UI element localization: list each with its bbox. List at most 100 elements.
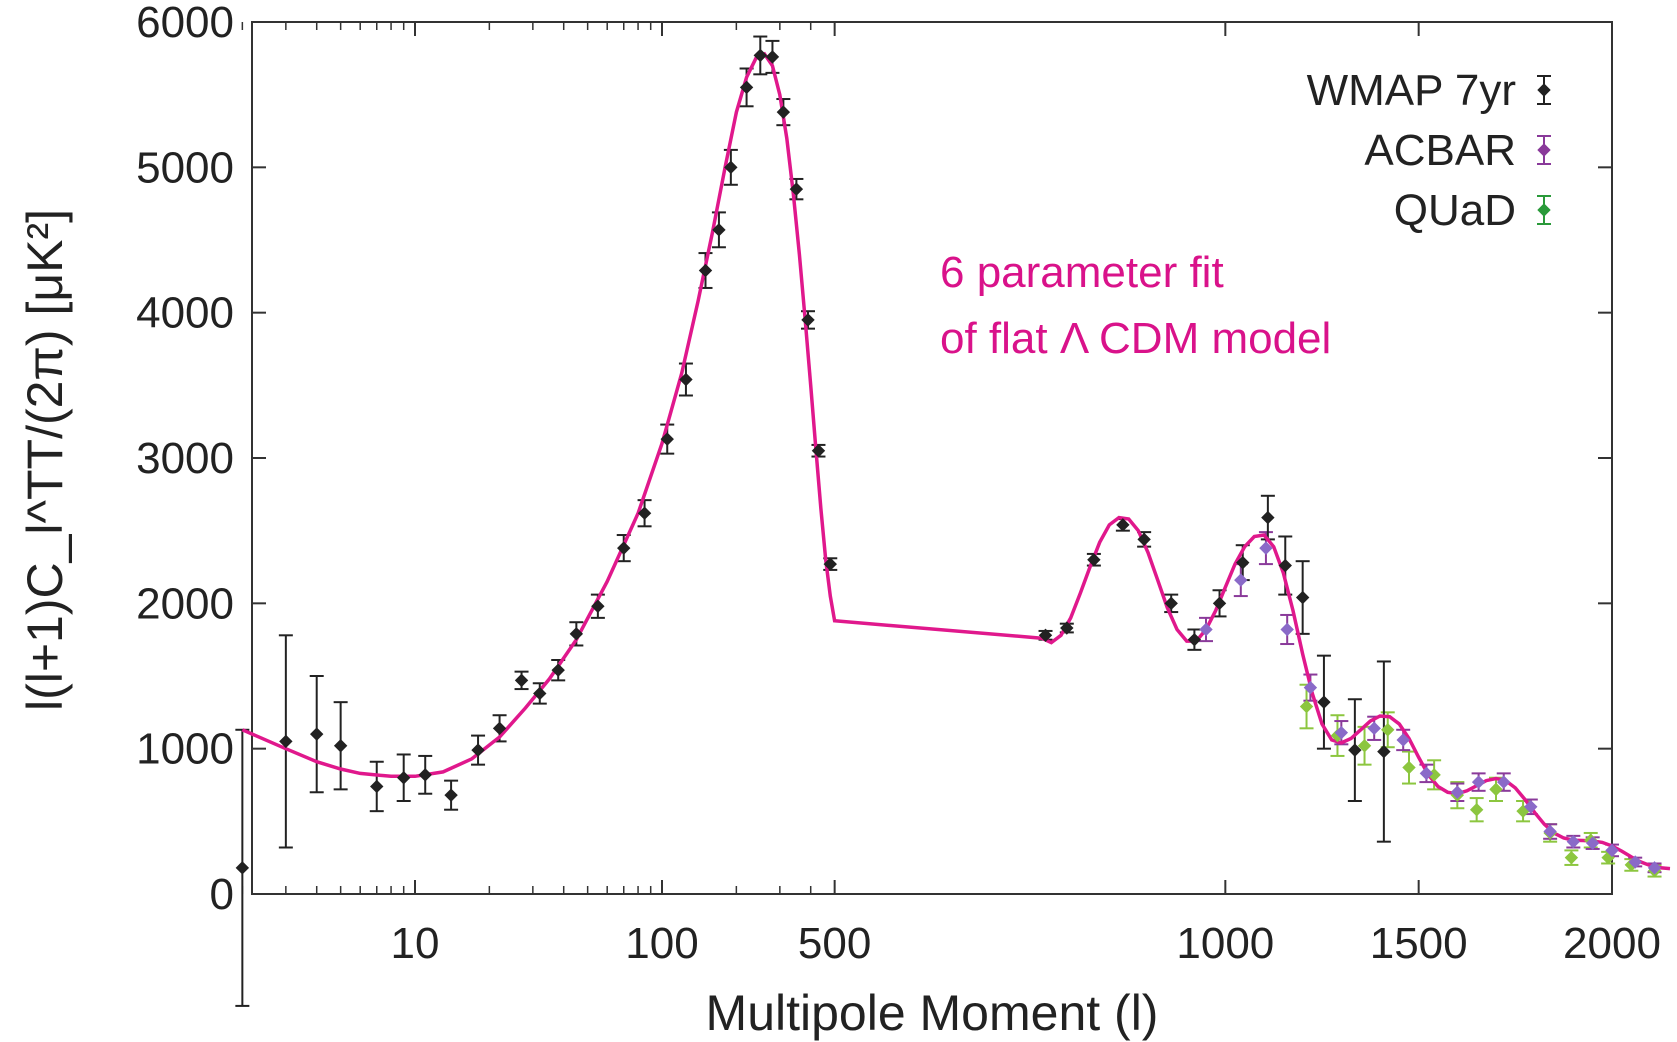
wmap-7yr-point	[1137, 532, 1151, 547]
acbar-point	[1419, 766, 1434, 781]
annotation: 6 parameter fit of flat Λ CDM model	[940, 248, 1331, 363]
quad-point	[1357, 739, 1372, 753]
x-tick-label: 10	[391, 919, 440, 968]
acbar-point	[1303, 680, 1318, 695]
x-axis-title: Multipole Moment (l)	[706, 985, 1159, 1041]
x-tick-label: 2000	[1563, 919, 1661, 968]
legend-label-quad: QUaD	[1394, 186, 1516, 235]
wmap-7yr-point	[1187, 632, 1202, 647]
wmap-7yr-point	[823, 557, 837, 571]
quad-point	[1469, 802, 1484, 817]
wmap-7yr-point	[310, 727, 324, 741]
error-bars	[235, 35, 1662, 1007]
wmap-7yr-point	[1038, 628, 1053, 643]
acbar-point	[1647, 861, 1662, 875]
y-tick-label: 6000	[136, 0, 234, 47]
wmap-7yr-point	[569, 627, 584, 641]
wmap-7yr-point	[789, 182, 804, 196]
y-tick-label: 5000	[136, 143, 234, 192]
acbar-point	[1543, 824, 1557, 839]
wmap-7yr-point	[591, 599, 605, 613]
acbar-point	[1628, 855, 1642, 869]
wmap-7yr-point	[801, 313, 815, 327]
wmap-7yr-point	[765, 50, 780, 64]
wmap-7yr-point	[698, 263, 713, 278]
legend-label-acbar: ACBAR	[1364, 126, 1516, 175]
wmap-7yr-point	[776, 105, 791, 119]
legend: WMAP 7yr ACBAR QUaD	[1307, 66, 1551, 235]
acbar-point	[1450, 785, 1465, 799]
wmap-7yr-point	[370, 779, 384, 794]
acbar-point	[1524, 800, 1538, 814]
x-tick-label: 100	[625, 919, 698, 968]
wmap-7yr-point	[1164, 596, 1178, 611]
acbar-point	[1234, 573, 1248, 587]
quad-point	[1299, 699, 1314, 714]
acbar-point	[1199, 622, 1213, 637]
y-axis-title: l(l+1)C_l^TT/(2π) [μK²]	[17, 209, 73, 711]
legend-marker-quad	[1537, 203, 1551, 217]
y-tick-label: 3000	[136, 434, 234, 483]
wmap-7yr-point	[753, 48, 767, 63]
wmap-7yr-point	[660, 432, 674, 446]
wmap-7yr-point	[712, 223, 726, 237]
x-tick-label: 1500	[1370, 919, 1468, 968]
wmap-7yr-point	[444, 788, 458, 802]
wmap-7yr-point	[551, 663, 565, 677]
acbar-point	[1566, 834, 1581, 849]
wmap-7yr-point	[739, 80, 754, 95]
acbar-point	[1585, 836, 1600, 850]
legend-marker-wmap-7yr	[1537, 83, 1551, 97]
legend-label-wmap-7yr: WMAP 7yr	[1307, 66, 1516, 115]
wmap-7yr-point	[679, 372, 693, 387]
acbar-point	[1259, 541, 1273, 555]
y-tick-label: 1000	[136, 725, 234, 774]
acbar-point	[1334, 725, 1349, 740]
quad-point	[1381, 723, 1395, 737]
wmap-7yr-point	[1348, 743, 1362, 757]
data-points	[235, 48, 1662, 878]
wmap-7yr-point	[279, 734, 293, 749]
wmap-7yr-point	[811, 444, 826, 458]
quad-point	[1402, 760, 1416, 775]
wmap-7yr-point	[1317, 695, 1331, 709]
wmap-7yr-point	[724, 160, 738, 175]
wmap-7yr-point	[1212, 596, 1227, 611]
wmap-7yr-point	[492, 721, 507, 736]
wmap-7yr-point	[1377, 744, 1391, 759]
legend-marker-acbar	[1537, 143, 1551, 157]
acbar-point	[1471, 775, 1486, 789]
wmap-7yr-point	[617, 541, 631, 555]
wmap-7yr-point	[1261, 510, 1275, 525]
wmap-7yr-point	[471, 743, 485, 757]
wmap-7yr-point	[1278, 558, 1292, 573]
annotation-line-2: of flat Λ CDM model	[940, 314, 1331, 363]
x-tick-label: 1000	[1176, 919, 1274, 968]
x-axis-ticks: 10 100 500 1000 1500 2000	[241, 22, 1661, 968]
y-tick-label: 2000	[136, 579, 234, 628]
wmap-7yr-point	[1060, 621, 1074, 635]
wmap-7yr-point	[1295, 590, 1310, 605]
wmap-7yr-point	[235, 861, 250, 875]
wmap-7yr-point	[418, 768, 432, 782]
wmap-7yr-point	[396, 771, 411, 785]
acbar-point	[1367, 721, 1381, 736]
wmap-7yr-point	[514, 673, 529, 688]
wmap-7yr-point	[533, 686, 547, 701]
wmap-7yr-point	[1087, 553, 1101, 567]
y-axis-ticks: 0 1000 2000 3000 4000 5000 6000	[136, 0, 1612, 919]
acbar-point	[1497, 775, 1511, 789]
y-tick-label: 0	[210, 870, 234, 919]
wmap-7yr-point	[637, 506, 652, 520]
x-tick-label: 500	[798, 919, 871, 968]
wmap-7yr-point	[1116, 518, 1130, 532]
quad-point	[1564, 850, 1579, 865]
y-tick-label: 4000	[136, 289, 234, 338]
acbar-point	[1605, 843, 1619, 858]
acbar-point	[1396, 733, 1410, 747]
fit-curve	[241, 51, 1671, 871]
quad-point	[1489, 782, 1503, 797]
wmap-7yr-point	[333, 739, 348, 753]
wmap-7yr-point	[1236, 555, 1250, 570]
